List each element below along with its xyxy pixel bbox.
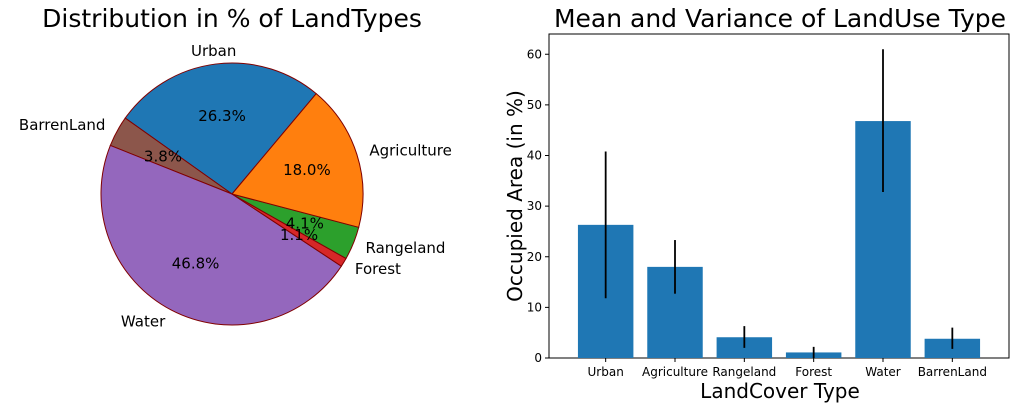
pie-pct-water: 46.8% bbox=[172, 255, 220, 273]
pie-label-agriculture: Agriculture bbox=[369, 141, 452, 159]
pie-pct-urban: 26.3% bbox=[198, 107, 246, 125]
pie-slice-urban bbox=[124, 62, 317, 195]
y-tick-label: 60 bbox=[527, 47, 542, 61]
y-tick-label: 30 bbox=[527, 199, 542, 213]
x-tick-label-urban: Urban bbox=[588, 365, 624, 379]
x-tick-label-rangeland: Rangeland bbox=[712, 365, 776, 379]
pie-pct-rangeland: 4.1% bbox=[286, 215, 324, 233]
pie-pct-barrenland: 3.8% bbox=[144, 147, 182, 165]
y-tick-label: 50 bbox=[527, 98, 542, 112]
y-tick-label: 20 bbox=[527, 250, 542, 264]
pie-label-forest: Forest bbox=[355, 260, 401, 278]
y-axis-label: Occupied Area (in %) bbox=[503, 90, 527, 302]
pie-slice-agriculture bbox=[231, 92, 364, 228]
pie-title: Distribution in % of LandTypes bbox=[42, 4, 422, 33]
bar-title: Mean and Variance of LandUse Type bbox=[554, 4, 1006, 33]
pie-label-barrenland: BarrenLand bbox=[19, 116, 106, 134]
x-tick-label-forest: Forest bbox=[795, 365, 832, 379]
pie-pct-agriculture: 18.0% bbox=[283, 161, 331, 179]
pie-pct-forest: 1.1% bbox=[280, 226, 318, 244]
x-tick-label-barrenland: BarrenLand bbox=[918, 365, 987, 379]
x-tick-label-water: Water bbox=[865, 365, 901, 379]
pie-slice-water bbox=[100, 144, 343, 326]
pie-label-water: Water bbox=[121, 313, 166, 331]
x-axis-label: LandCover Type bbox=[700, 379, 860, 403]
bar-chart: Mean and Variance of LandUse Type 0 10 20 3… bbox=[503, 4, 1010, 403]
y-tick-label: 10 bbox=[527, 300, 542, 314]
pie-chart: Distribution in % of LandTypes Urban Barr… bbox=[19, 4, 452, 331]
pie-label-rangeland: Rangeland bbox=[366, 239, 446, 257]
y-tick-label: 0 bbox=[534, 351, 542, 365]
x-tick-label-agriculture: Agriculture bbox=[642, 365, 708, 379]
pie-label-urban: Urban bbox=[191, 42, 236, 60]
y-tick-label: 40 bbox=[527, 149, 542, 163]
plot-frame bbox=[548, 33, 1010, 359]
